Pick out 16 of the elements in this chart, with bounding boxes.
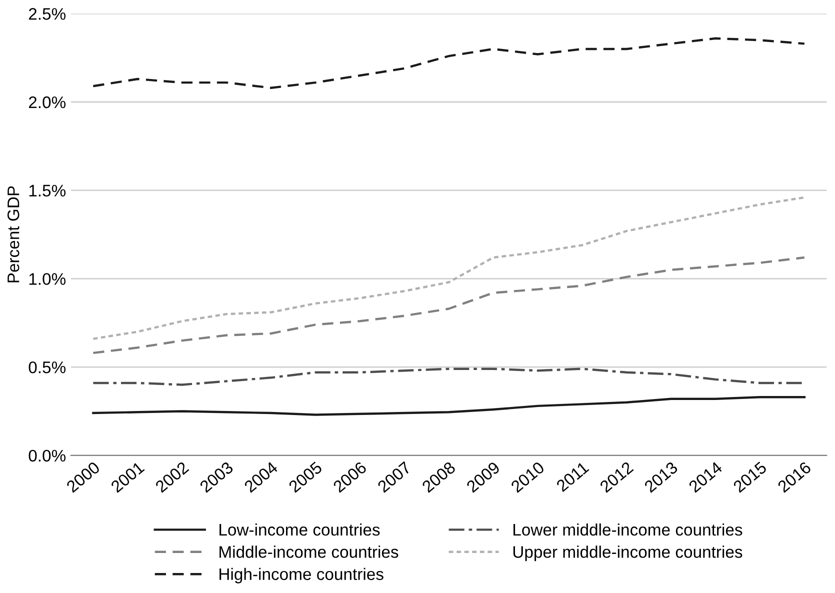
legend-label: Lower middle-income countries [514, 523, 742, 536]
legend-label: High-income countries [220, 568, 384, 584]
y-tick-label: 1.5% [29, 184, 66, 197]
line-series [92, 256, 806, 354]
y-tick-label: 0.0% [28, 450, 66, 462]
legend-label: Low-income countries [220, 523, 380, 536]
line-series [92, 196, 806, 340]
y-axis-title: Percent GDP [7, 186, 20, 282]
line-series [92, 37, 806, 89]
y-tick-label: 1.0% [29, 273, 66, 285]
legend-label: Upper middle-income countries [513, 546, 742, 562]
y-tick-label: 2.0% [28, 96, 66, 108]
line-series [92, 396, 806, 416]
y-tick-label: 2.5% [28, 8, 66, 20]
y-tick-label: 0.5% [28, 361, 66, 374]
legend-label: Middle-income countries [220, 546, 398, 558]
